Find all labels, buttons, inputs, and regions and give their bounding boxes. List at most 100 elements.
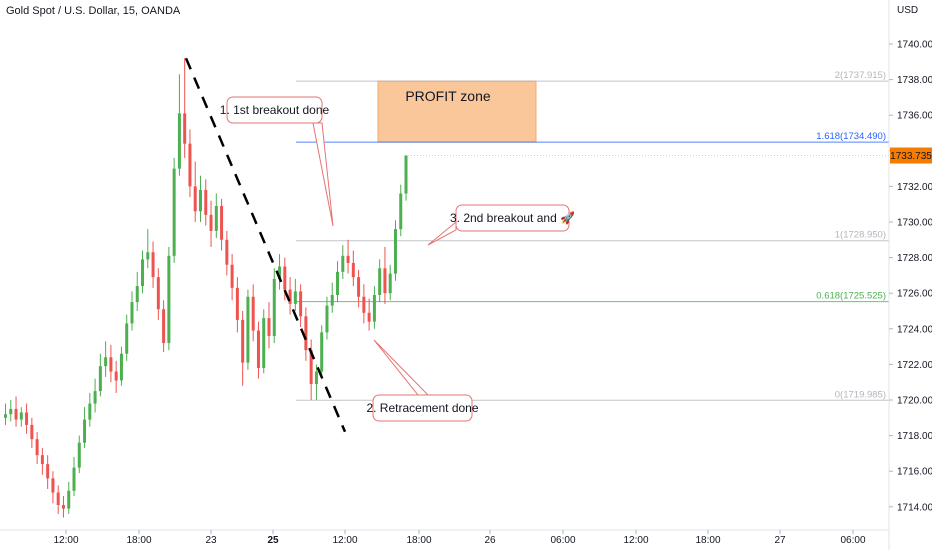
candle-body — [30, 424, 34, 440]
callout-box — [226, 96, 323, 124]
profit-zone-label: PROFIT zone — [405, 88, 491, 104]
candle-body — [404, 155, 408, 194]
candle-body — [104, 357, 108, 367]
candle-body — [109, 357, 113, 372]
y-tick-label: 1724.000 — [897, 324, 932, 335]
candle-body — [336, 271, 340, 295]
candle-body — [146, 252, 150, 260]
candle-body — [357, 277, 361, 297]
candle-body — [72, 467, 76, 491]
candle-body — [241, 319, 245, 363]
candle-body — [372, 294, 376, 322]
price-axis[interactable]: 1740.0001738.0001736.0001734.0001732.000… — [888, 0, 932, 550]
callout-text: 2. Retracement done — [366, 401, 478, 415]
candle-body — [77, 442, 81, 468]
candle-body — [309, 350, 313, 384]
candle-body — [314, 371, 318, 384]
candle-body — [293, 291, 297, 304]
fib-label: 1.618(1734.490) — [816, 131, 886, 142]
candle-body — [172, 168, 176, 256]
candle-body — [156, 277, 160, 310]
y-tick-label: 1730.000 — [897, 218, 932, 229]
candle-body — [125, 323, 129, 354]
x-tick-label: 27 — [774, 535, 786, 546]
candle-body — [9, 408, 13, 415]
x-tick-label: 06:00 — [840, 535, 865, 546]
x-tick-label: 26 — [484, 535, 496, 546]
callout-pointer — [373, 339, 430, 396]
candle-body — [283, 266, 287, 290]
currency-label: USD — [897, 5, 919, 16]
candle-body — [393, 229, 397, 274]
candle-body — [114, 371, 118, 381]
fib-label: 1(1728.950) — [835, 230, 886, 241]
candle-body — [130, 302, 134, 324]
fib-label: 0.618(1725.525) — [816, 291, 886, 302]
candle-body — [151, 252, 155, 278]
candle-body — [46, 464, 50, 479]
x-tick-label: 12:00 — [332, 535, 357, 546]
callout-pointer — [312, 122, 334, 227]
candle-body — [35, 439, 39, 456]
trend-line — [184, 57, 889, 433]
candle-body — [272, 278, 276, 336]
y-tick-label: 1738.000 — [897, 75, 932, 86]
downtrend-dashed-line — [184, 57, 347, 433]
candle-body — [235, 287, 239, 320]
fib-label: 2(1737.915) — [835, 70, 886, 81]
candle-body — [262, 318, 266, 368]
candle-body — [209, 214, 213, 231]
candle-body — [188, 143, 192, 187]
y-tick-label: 1732.000 — [897, 182, 932, 193]
fib-label: 0(1719.985) — [835, 389, 886, 400]
candle-body — [193, 186, 197, 212]
candle-body — [25, 412, 29, 425]
candle-body — [367, 312, 371, 322]
candle-body — [14, 408, 18, 420]
candle-body — [214, 205, 218, 231]
candle-body — [267, 318, 271, 336]
candle-body — [320, 332, 324, 372]
current-price-badge — [890, 147, 932, 164]
profit-zone-box — [377, 80, 537, 143]
candle-body — [388, 273, 392, 294]
candle-body — [162, 309, 166, 344]
callout-text: 3. 2nd breakout and 🚀 — [450, 211, 575, 225]
callout-box — [372, 394, 473, 422]
candle-body — [40, 455, 44, 465]
time-axis[interactable]: 12:00 18:00 23 25 12:00 18:00 26 06:00 12:00 18:0… — [0, 529, 889, 546]
candle-body — [93, 391, 97, 404]
candle-body — [141, 259, 145, 287]
candles — [4, 58, 408, 518]
candle-body — [362, 296, 366, 313]
candle-body — [351, 262, 355, 278]
y-tick-label: 1722.000 — [897, 360, 932, 371]
x-tick-label: 18:00 — [126, 535, 151, 546]
candle-body — [56, 492, 60, 506]
candle-body — [183, 113, 187, 144]
x-tick-label: 06:00 — [550, 535, 575, 546]
x-tick-label: 23 — [205, 535, 217, 546]
callouts: 1. 1st breakout done 2. Retracement done 3… — [220, 96, 575, 422]
x-tick-label: 18:00 — [695, 535, 720, 546]
candle-body — [346, 255, 350, 263]
y-tick-label: 1728.000 — [897, 253, 932, 264]
callout-text: 1. 1st breakout done — [220, 103, 330, 117]
candle-body — [167, 255, 171, 344]
candle-body — [246, 296, 250, 363]
y-tick-label: 1740.000 — [897, 40, 932, 51]
candle-body — [119, 353, 123, 381]
candle-body — [256, 330, 260, 368]
callout-pointer — [427, 220, 457, 246]
candle-body — [399, 193, 403, 230]
current-price-label: 1733.735 — [890, 151, 932, 162]
y-tick-label: 1736.000 — [897, 111, 932, 122]
candle-body — [330, 294, 334, 306]
candle-body — [220, 205, 224, 240]
candle-body — [304, 316, 308, 351]
profit-zone: PROFIT zone — [377, 80, 537, 143]
candle-body — [251, 296, 255, 331]
candle-body — [341, 255, 345, 272]
candle-body — [88, 403, 92, 420]
